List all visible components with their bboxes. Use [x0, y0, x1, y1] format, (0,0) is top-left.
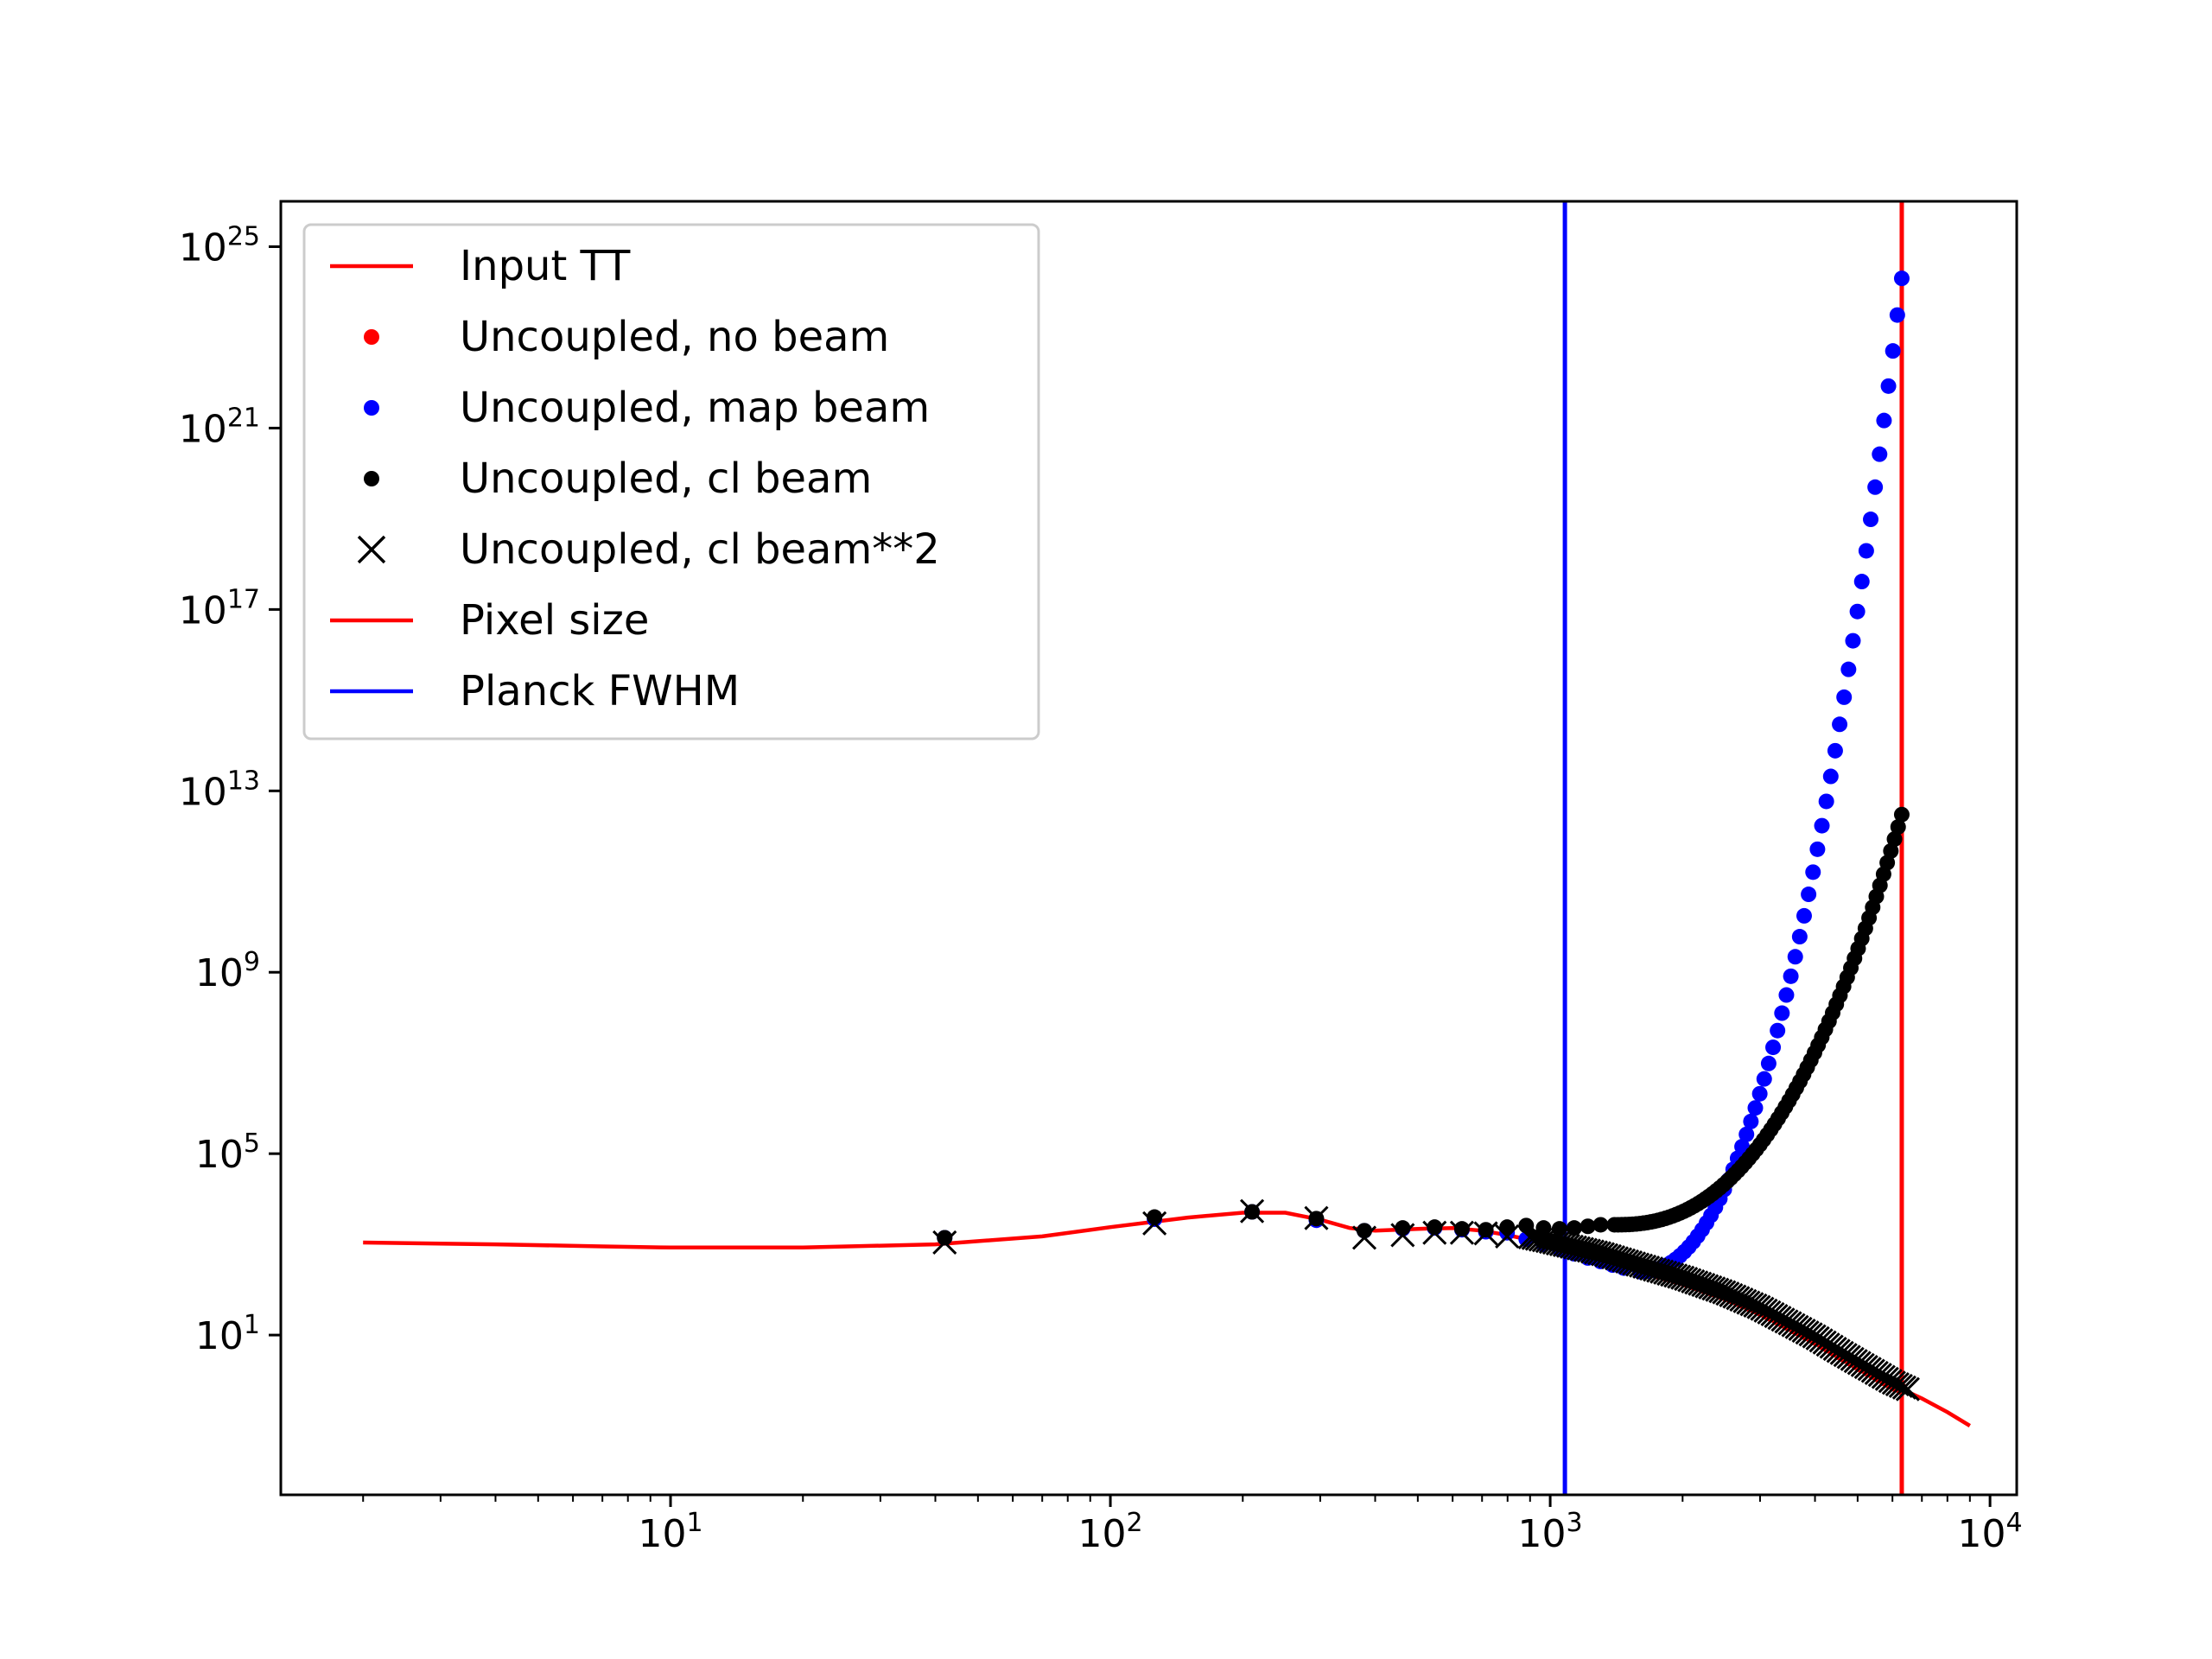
- cl-beam2-marker: [1495, 1224, 1520, 1249]
- map-beam-point: [1872, 446, 1888, 462]
- x-tick-label: 102: [1078, 1508, 1143, 1556]
- map-beam-point: [1756, 1071, 1772, 1087]
- legend-label: Input TT: [460, 242, 631, 290]
- cl-beam-point: [1453, 1221, 1470, 1237]
- map-beam-point: [1747, 1100, 1764, 1116]
- map-beam-point: [1867, 479, 1884, 495]
- map-beam-point: [1858, 543, 1874, 559]
- cl-beam2-marker: [1580, 1239, 1605, 1264]
- cl-beam-point: [1427, 1219, 1443, 1236]
- map-beam-point: [1832, 716, 1848, 733]
- cl-beam-point: [1893, 806, 1910, 823]
- map-beam-point: [1822, 768, 1839, 785]
- map-beam-point: [1853, 574, 1870, 590]
- legend-dot-swatch: [364, 471, 379, 486]
- map-beam-point: [1801, 887, 1817, 903]
- cl-beam2-marker: [1422, 1220, 1447, 1245]
- map-beam-point: [1791, 929, 1808, 945]
- y-tick-label: 1017: [179, 584, 260, 632]
- cl-beam2-marker: [1895, 1376, 1920, 1402]
- map-beam-point: [1889, 307, 1905, 323]
- legend-label: Pixel size: [460, 596, 649, 645]
- cl-beam2-marker: [1891, 1375, 1916, 1400]
- map-beam-point: [1796, 907, 1812, 924]
- map-beam-point: [1738, 1126, 1755, 1142]
- legend-label: Planck FWHM: [460, 667, 740, 715]
- map-beam-point: [1809, 841, 1826, 857]
- map-beam-point: [1836, 689, 1853, 705]
- map-beam-point: [1743, 1113, 1759, 1129]
- map-beam-point: [1893, 270, 1910, 287]
- x-tick-label: 104: [1958, 1508, 2023, 1556]
- axes-frame: [279, 200, 2018, 1497]
- map-beam-point: [1814, 817, 1830, 834]
- legend-label: Uncoupled, cl beam: [460, 454, 872, 503]
- cl-beam-point: [1886, 831, 1903, 848]
- map-beam-point: [1849, 603, 1866, 620]
- legend-dot-swatch: [364, 400, 379, 416]
- cl-beam2-marker: [1304, 1205, 1329, 1230]
- axis-ticks: 101 102 103 104 101 105 109 1013 1017 1021 1025: [179, 221, 2023, 1556]
- cl-beam2-marker: [1449, 1220, 1475, 1245]
- cl-beam2-marker: [1240, 1198, 1265, 1224]
- cl-beam-point: [1566, 1220, 1582, 1236]
- map-beam-point: [1774, 1005, 1790, 1021]
- cl-beam2-marker: [1888, 1373, 1913, 1399]
- map-beam-point: [1880, 378, 1897, 394]
- map-beam-point: [1765, 1039, 1782, 1056]
- map-beam-point: [1885, 343, 1901, 359]
- y-tick-label: 1025: [179, 221, 260, 270]
- legend-label: Uncoupled, map beam: [460, 384, 930, 432]
- map-beam-point: [1760, 1055, 1777, 1071]
- cl-beam-point: [1592, 1217, 1609, 1233]
- map-beam-point: [1845, 632, 1861, 649]
- y-tick-label: 109: [195, 947, 260, 995]
- cl-beam2-marker: [932, 1230, 957, 1255]
- legend-label: Uncoupled, no beam: [460, 313, 889, 361]
- cl-beam2-marker: [1390, 1223, 1415, 1248]
- cl-beam-point: [937, 1230, 953, 1246]
- map-beam-point: [1876, 412, 1892, 429]
- legend: Input TT Uncoupled, no beam Uncoupled, map…: [302, 223, 1040, 741]
- cl-beam-point: [1883, 842, 1899, 859]
- y-tick-label: 1021: [179, 403, 260, 451]
- map-beam-point: [1818, 793, 1834, 810]
- cl-beam-point: [1879, 855, 1896, 871]
- map-beam-point: [1805, 864, 1821, 880]
- map-beam-point: [1783, 968, 1799, 984]
- x-tick-label: 103: [1518, 1508, 1583, 1556]
- map-beam-point: [1770, 1022, 1786, 1039]
- cl-beam-point: [1890, 819, 1906, 836]
- map-beam-point: [1840, 661, 1857, 677]
- cl-beam2-marker: [1573, 1237, 1599, 1262]
- legend-x-swatch: [357, 535, 386, 564]
- cl-beam2-marker: [1351, 1225, 1377, 1250]
- cl-beam-point: [1478, 1222, 1494, 1238]
- map-beam-point: [1863, 512, 1879, 528]
- y-tick-label: 101: [195, 1310, 260, 1358]
- map-beam-point: [1778, 987, 1795, 1003]
- map-beam-point: [1787, 949, 1803, 965]
- map-beam-point: [1827, 742, 1843, 759]
- y-tick-label: 1013: [179, 766, 260, 814]
- y-tick-label: 105: [195, 1128, 260, 1177]
- legend-box: [302, 223, 1040, 741]
- cl-beam2-marker: [1473, 1221, 1498, 1246]
- map-beam-point: [1751, 1085, 1768, 1102]
- cl-beam2-marker: [1142, 1211, 1167, 1236]
- plot-area: [363, 201, 1971, 1495]
- cl-beam-point: [1580, 1218, 1596, 1235]
- legend-label: Uncoupled, cl beam**2: [460, 525, 940, 574]
- x-tick-label: 101: [638, 1508, 702, 1556]
- legend-dot-swatch: [364, 329, 379, 345]
- cl-beam2-marker: [1576, 1238, 1602, 1263]
